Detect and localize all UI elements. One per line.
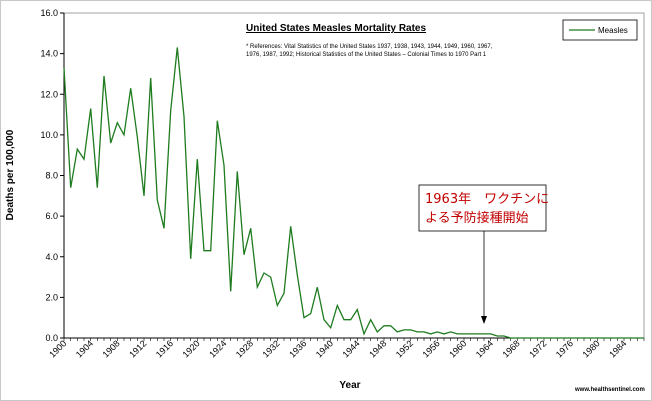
x-tick-label: 1912 [127,338,148,359]
annotation-line-1: 1963年 ワクチンに [425,192,549,207]
x-tick-label: 1980 [581,338,602,359]
references-line-1: * References: Vital Statistics of the Un… [246,44,493,50]
annotation-line-2: よる予防接種開始 [425,210,529,226]
x-tick-label: 1916 [154,338,175,359]
series-line-measles [63,47,644,339]
x-tick-label: 1952 [394,338,415,359]
x-tick-label: 1976 [554,338,575,359]
x-tick-label: 1940 [314,338,335,359]
x-tick-group: 1900 1904 1908 1912 1916 1920 1924 1928 1932 1936… [47,338,645,360]
x-tick-label: 1932 [261,338,282,359]
y-tick-label: 4.0 [45,252,58,262]
chart-title: United States Measles Mortality Rates [246,23,426,34]
y-tick-label: 8.0 [45,171,58,181]
x-tick-label: 1908 [101,338,122,359]
plot-area [63,12,645,339]
x-tick-label: 1904 [74,338,95,359]
y-tick-label: 16.0 [40,8,58,18]
x-axis-title: Year [339,380,360,391]
annotation-arrowhead [481,316,487,324]
references-line-2: 1976, 1987, 1992; Historical Statistics … [246,52,487,58]
y-tick-label: 0.0 [45,333,58,343]
x-tick-label: 1964 [474,338,495,359]
y-tick-label: 14.0 [40,49,58,59]
legend-label-measles: Measles [598,26,628,35]
source-credit: www.healthsentinel.com [574,387,645,393]
series-points-measles [63,47,645,339]
x-tick-label: 1960 [447,338,468,359]
x-tick-label: 1948 [367,338,388,359]
x-tick-label: 1984 [607,338,628,359]
x-tick-label: 1968 [501,338,522,359]
legend-box [562,19,638,41]
x-tick-label: 1928 [234,338,255,359]
x-tick-label: 1920 [181,338,202,359]
x-tick-label: 1944 [341,338,362,359]
y-tick-label: 12.0 [40,89,58,99]
x-tick-label: 1936 [287,338,308,359]
y-tick-label: 2.0 [45,292,58,302]
x-tick-label: 1972 [527,338,548,359]
y-tick-label: 6.0 [45,211,58,221]
y-axis-title: Deaths per 100,000 [5,129,16,220]
y-tick-label: 10.0 [40,130,58,140]
annotation-box [418,184,547,232]
x-tick-label: 1924 [207,338,228,359]
x-tick-label: 1956 [421,338,442,359]
y-tick-group: 0.0 2.0 4.0 6.0 8.0 10.0 12.0 14.0 16.0 [40,8,64,343]
